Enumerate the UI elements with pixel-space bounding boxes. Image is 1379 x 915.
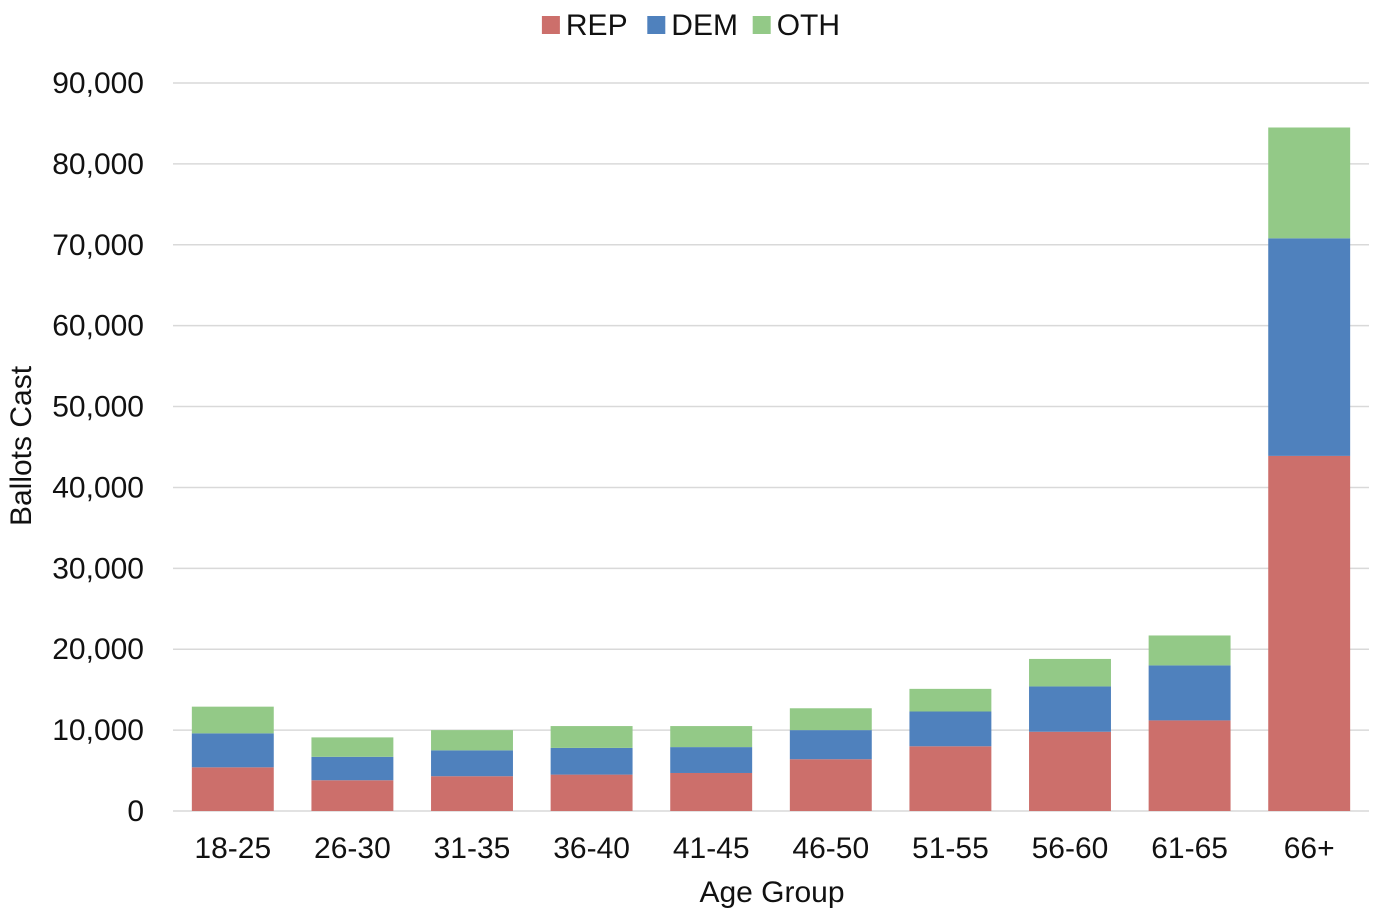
y-tick-label: 90,000 [52,67,144,100]
y-tick-label: 70,000 [52,229,144,262]
legend-item-oth: OTH [752,9,840,42]
bar-segment-rep-46-50 [789,759,872,811]
bar-segment-dem-26-30 [311,756,394,781]
bar-segment-oth-66+ [1268,127,1351,239]
bar-segment-rep-31-35 [431,776,513,811]
x-tick-label: 41-45 [673,832,750,865]
bar-segment-dem-56-60 [1029,686,1111,732]
bar-segment-rep-41-45 [670,772,753,811]
y-tick-label: 60,000 [52,310,144,343]
bar-segment-oth-31-35 [431,730,513,751]
bar-segment-dem-46-50 [789,730,872,760]
x-axis-title: Age Group [699,876,844,909]
bar-segment-dem-66+ [1268,238,1351,456]
y-axis-title: Ballots Cast [5,365,38,526]
bar-segment-dem-51-55 [909,711,992,747]
bar-segment-dem-61-65 [1148,665,1231,721]
legend-label: DEM [671,9,738,42]
legend-label: OTH [777,9,840,42]
bar-segment-dem-31-35 [431,750,513,777]
y-tick-label: 10,000 [52,714,144,747]
y-axis-ticks: 0 10,000 20,000 30,000 40,000 50,000 60,000 70,… [52,67,144,828]
bar-segment-rep-51-55 [909,746,992,811]
bar-segment-oth-61-65 [1148,635,1231,666]
bar-segment-oth-51-55 [909,688,992,712]
x-tick-label: 18-25 [194,832,271,865]
bar-segment-rep-56-60 [1029,731,1111,811]
legend-swatch [647,16,666,34]
x-tick-label: 26-30 [314,832,391,865]
legend-swatch [541,16,560,34]
bar-segment-dem-18-25 [191,733,274,768]
y-tick-label: 80,000 [52,148,144,181]
legend: REP DEM OTH [541,9,840,42]
legend-swatch [752,16,771,34]
legend-label: REP [566,9,628,42]
bar-segment-oth-18-25 [191,706,274,734]
bar-segment-oth-56-60 [1029,658,1111,687]
bar-segment-oth-41-45 [670,726,753,748]
y-tick-label: 50,000 [52,391,144,424]
x-tick-label: 31-35 [434,832,511,865]
bar-segment-oth-46-50 [789,708,872,731]
y-tick-label: 40,000 [52,471,144,504]
y-tick-label: 30,000 [52,552,144,585]
y-tick-label: 20,000 [52,633,144,666]
bars [191,127,1351,811]
x-tick-label: 51-55 [912,832,989,865]
bar-segment-oth-26-30 [311,737,394,757]
bar-segment-dem-41-45 [670,747,753,773]
bar-segment-rep-61-65 [1148,720,1231,811]
x-tick-label: 46-50 [792,832,869,865]
legend-item-rep: REP [541,9,628,42]
legend-item-dem: DEM [647,9,738,42]
gridlines [173,82,1369,812]
bar-segment-rep-26-30 [311,780,394,811]
x-axis-ticks: 18-25 26-30 31-35 36-40 41-45 46-50 51-55 56-60… [194,832,1334,865]
x-tick-label: 36-40 [553,832,630,865]
x-tick-label: 66+ [1284,832,1335,865]
x-tick-label: 61-65 [1151,832,1228,865]
bar-segment-rep-66+ [1268,455,1351,811]
y-tick-label: 0 [127,795,144,828]
bar-segment-dem-36-40 [550,747,633,775]
bar-segment-oth-36-40 [550,726,633,748]
x-tick-label: 56-60 [1032,832,1109,865]
bar-segment-rep-36-40 [550,774,633,811]
bar-segment-rep-18-25 [191,767,274,811]
